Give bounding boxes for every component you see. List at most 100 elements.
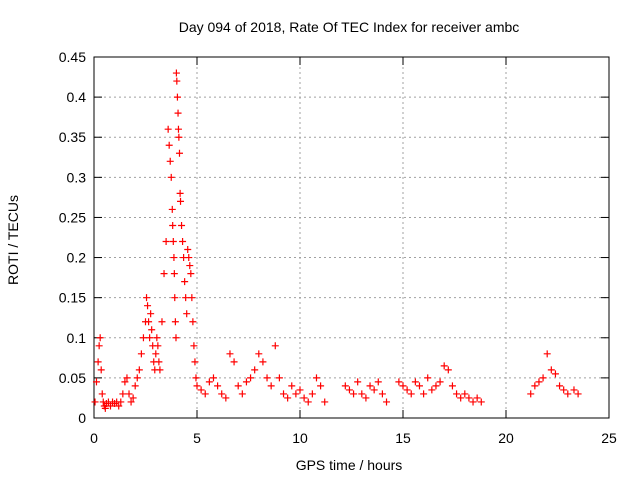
data-point (354, 378, 362, 386)
data-point (143, 294, 151, 302)
data-point (170, 270, 178, 278)
data-point (172, 334, 180, 342)
data-point (255, 350, 263, 358)
data-point (570, 386, 578, 394)
data-point (129, 394, 137, 402)
data-point (564, 390, 572, 398)
data-point (374, 378, 382, 386)
data-point (133, 374, 141, 382)
data-point (98, 390, 106, 398)
data-point (267, 382, 275, 390)
x-tick-label: 15 (395, 430, 411, 446)
data-point (551, 370, 559, 378)
data-point (121, 378, 129, 386)
data-point (106, 402, 114, 410)
data-point (165, 141, 173, 149)
data-point (543, 350, 551, 358)
data-point (304, 398, 312, 406)
data-point (407, 390, 415, 398)
data-point (251, 366, 259, 374)
data-point (101, 404, 109, 412)
data-point (383, 398, 391, 406)
data-point (172, 69, 180, 77)
data-point (175, 149, 183, 157)
x-axis-label: GPS time / hours (296, 457, 403, 473)
data-point (436, 378, 444, 386)
y-tick-label: 0.15 (59, 290, 86, 306)
data-point (527, 390, 535, 398)
y-tick-label: 0.25 (59, 209, 86, 225)
data-point (178, 221, 186, 229)
y-tick-label: 0.05 (59, 370, 86, 386)
data-point (296, 386, 304, 394)
data-point (170, 254, 178, 262)
data-point (242, 378, 250, 386)
data-point (197, 386, 205, 394)
data-point (312, 374, 320, 382)
data-point (300, 394, 308, 402)
data-point (154, 342, 162, 350)
data-point (345, 386, 353, 394)
data-point (97, 366, 105, 374)
data-point (205, 378, 213, 386)
data-point (174, 125, 182, 133)
data-point (166, 157, 174, 165)
data-point (131, 382, 139, 390)
data-point (179, 238, 187, 246)
data-point (201, 390, 209, 398)
data-point (531, 382, 539, 390)
data-point (469, 398, 477, 406)
data-point (420, 390, 428, 398)
data-point (92, 378, 100, 386)
data-point (214, 382, 222, 390)
data-point (292, 390, 300, 398)
data-point (171, 318, 179, 326)
data-point (350, 390, 358, 398)
data-point (263, 374, 271, 382)
grid-lines (94, 57, 609, 418)
data-point (188, 294, 196, 302)
data-point (164, 125, 172, 133)
data-point (465, 394, 473, 402)
data-point (160, 270, 168, 278)
data-point (556, 382, 564, 390)
data-point (403, 386, 411, 394)
data-point (137, 350, 145, 358)
chart-title: Day 094 of 2018, Rate Of TEC Index for r… (179, 19, 520, 35)
data-point (139, 334, 147, 342)
plot-frame (93, 56, 610, 419)
data-point (218, 390, 226, 398)
y-tick-label: 0.1 (67, 330, 87, 346)
data-point (177, 197, 185, 205)
data-point (539, 374, 547, 382)
data-point (146, 334, 154, 342)
data-point (399, 382, 407, 390)
data-point (153, 334, 161, 342)
data-point (415, 382, 423, 390)
data-point (175, 133, 183, 141)
data-point (156, 366, 164, 374)
data-point (432, 382, 440, 390)
data-point (182, 294, 190, 302)
x-tick-label: 5 (193, 430, 201, 446)
data-point (91, 398, 99, 406)
data-point (535, 378, 543, 386)
data-point (135, 366, 143, 374)
y-tick-label: 0 (78, 410, 86, 426)
x-tick-label: 0 (90, 430, 98, 446)
data-point (173, 77, 181, 85)
data-point (362, 394, 370, 402)
data-point (226, 350, 234, 358)
data-point (308, 390, 316, 398)
data-point (176, 189, 184, 197)
data-point (424, 374, 432, 382)
data-point (448, 382, 456, 390)
data-point (171, 294, 179, 302)
data-point (144, 302, 152, 310)
y-tick-label: 0.3 (67, 169, 87, 185)
data-point (174, 109, 182, 117)
data-point (395, 378, 403, 386)
data-point (183, 310, 191, 318)
